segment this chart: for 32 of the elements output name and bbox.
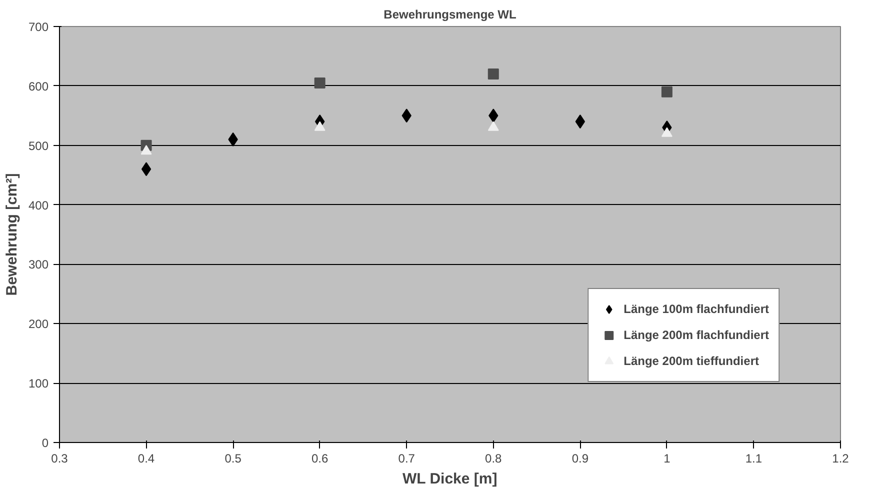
point xyxy=(661,127,672,137)
legend-label: Länge 100m flachfundiert xyxy=(624,302,769,316)
y-tick-label: 200 xyxy=(28,317,49,332)
point xyxy=(661,86,672,98)
x-tick-label: 0.6 xyxy=(311,452,328,466)
x-tick-label: 0.7 xyxy=(398,452,416,466)
y-tick-label: 500 xyxy=(28,138,49,153)
x-tick-label: 1.2 xyxy=(832,452,850,466)
point xyxy=(314,77,326,88)
y-tick-label: 100 xyxy=(28,376,49,391)
y-tick-label: 700 xyxy=(28,20,49,34)
y-tick-label: 400 xyxy=(28,198,49,212)
point xyxy=(314,121,326,131)
chart-title: Bewehrungsmenge WL xyxy=(384,8,516,22)
x-tick-label: 0.8 xyxy=(485,452,502,466)
x-tick-label: 1 xyxy=(664,452,671,466)
x-tick-label: 0.9 xyxy=(572,452,589,466)
point xyxy=(488,121,499,131)
y-tick-label: 300 xyxy=(28,258,49,272)
x-tick-label: 0.5 xyxy=(224,452,242,466)
x-tick-label: 0.4 xyxy=(138,452,155,466)
point xyxy=(140,145,152,155)
y-tick-label: 600 xyxy=(28,79,49,94)
legend-label: Länge 200m tieffundiert xyxy=(624,354,759,368)
x-tick-label: 1.1 xyxy=(745,452,762,466)
x-tick-label: 0.3 xyxy=(51,452,68,466)
point xyxy=(141,162,152,176)
legend-label: Länge 200m flachfundiert xyxy=(624,328,769,342)
point xyxy=(488,68,499,80)
y-tick-label: 0 xyxy=(42,436,49,450)
x-axis-title: WL Dicke [m] xyxy=(402,470,498,488)
y-axis-title: Bewehrung [cm²] xyxy=(3,173,20,296)
